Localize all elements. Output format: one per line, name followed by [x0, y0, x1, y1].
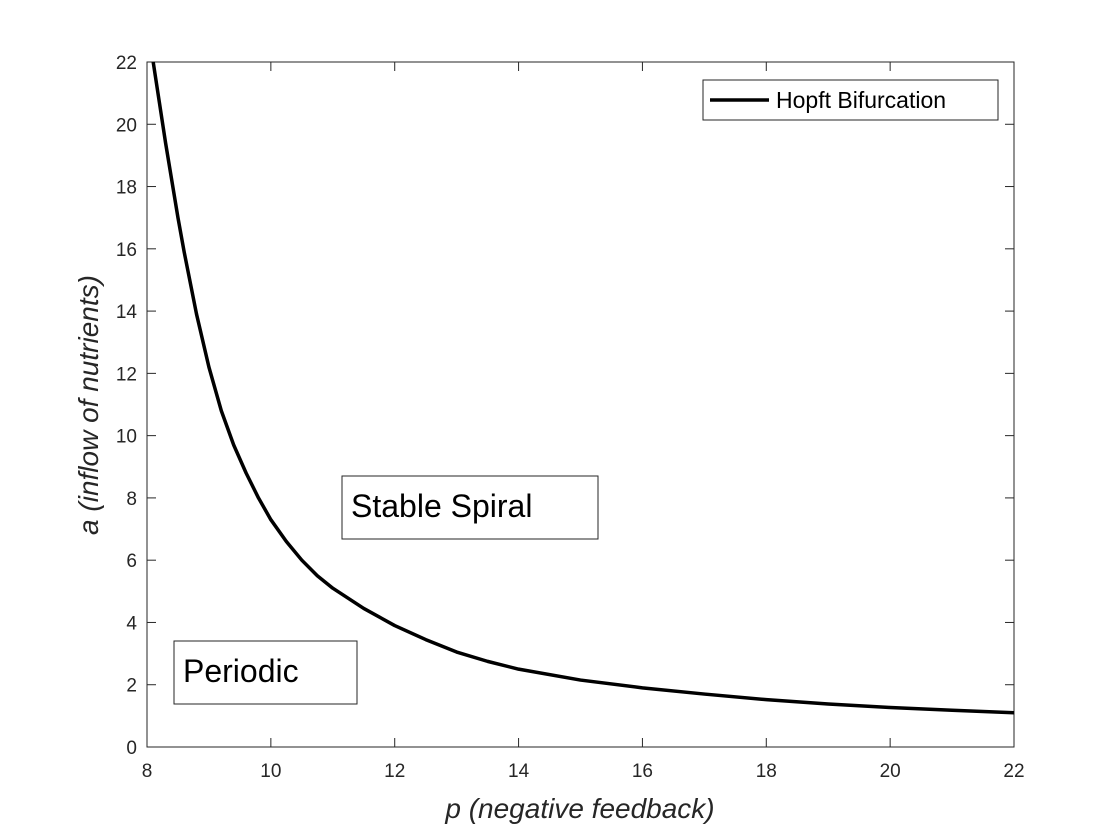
- x-tick-label: 16: [632, 761, 653, 782]
- y-tick-label: 10: [116, 427, 137, 448]
- y-tick-label: 2: [126, 676, 137, 697]
- y-tick-label: 18: [116, 178, 137, 199]
- y-tick-label: 16: [116, 240, 137, 261]
- y-tick-label: 0: [126, 738, 137, 759]
- x-tick-labels: 8 10 12 14 16 18 20 22: [142, 761, 1025, 782]
- x-axis-label: p (negative feedback): [444, 793, 714, 824]
- y-tick-label: 12: [116, 364, 137, 385]
- y-axis-label: a (inflow of nutrients): [73, 275, 104, 535]
- plot-area-border: [146, 61, 1015, 748]
- x-tick-label: 20: [880, 761, 901, 782]
- y-tick-label: 14: [116, 302, 138, 323]
- y-tick-label: 6: [126, 551, 137, 572]
- stable-spiral-label: Stable Spiral: [351, 488, 532, 524]
- periodic-box: [173, 640, 358, 705]
- y-tick-label: 4: [126, 613, 137, 634]
- y-tick-label: 22: [116, 53, 137, 74]
- x-tick-label: 8: [142, 761, 153, 782]
- stable-spiral-box: [341, 475, 599, 540]
- y-tick-label: 20: [116, 115, 137, 136]
- series-line-hopft-bifurcation: [151, 61, 1015, 715]
- x-axis-description: (negative feedback): [461, 793, 715, 824]
- x-tick-label: 14: [508, 761, 530, 782]
- y-tick-label: 8: [126, 489, 137, 510]
- series-layer: [151, 61, 1015, 715]
- periodic-label: Periodic: [183, 653, 299, 689]
- y-axis-variable: a: [73, 519, 104, 535]
- x-tick-label: 18: [756, 761, 777, 782]
- x-tick-label: 22: [1003, 761, 1024, 782]
- x-tick-label: 10: [260, 761, 281, 782]
- x-tick-label: 12: [384, 761, 405, 782]
- legend-label-hopft-bifurcation: Hopft Bifurcation: [776, 87, 946, 113]
- x-axis-variable: p: [444, 793, 461, 824]
- y-tick-labels: 0 2 4 6 8 10 12 14 16 18 20 22: [116, 53, 138, 759]
- tick-marks: [146, 61, 1015, 748]
- axes-frame: [146, 61, 1015, 748]
- y-axis-description: (inflow of nutrients): [73, 275, 104, 519]
